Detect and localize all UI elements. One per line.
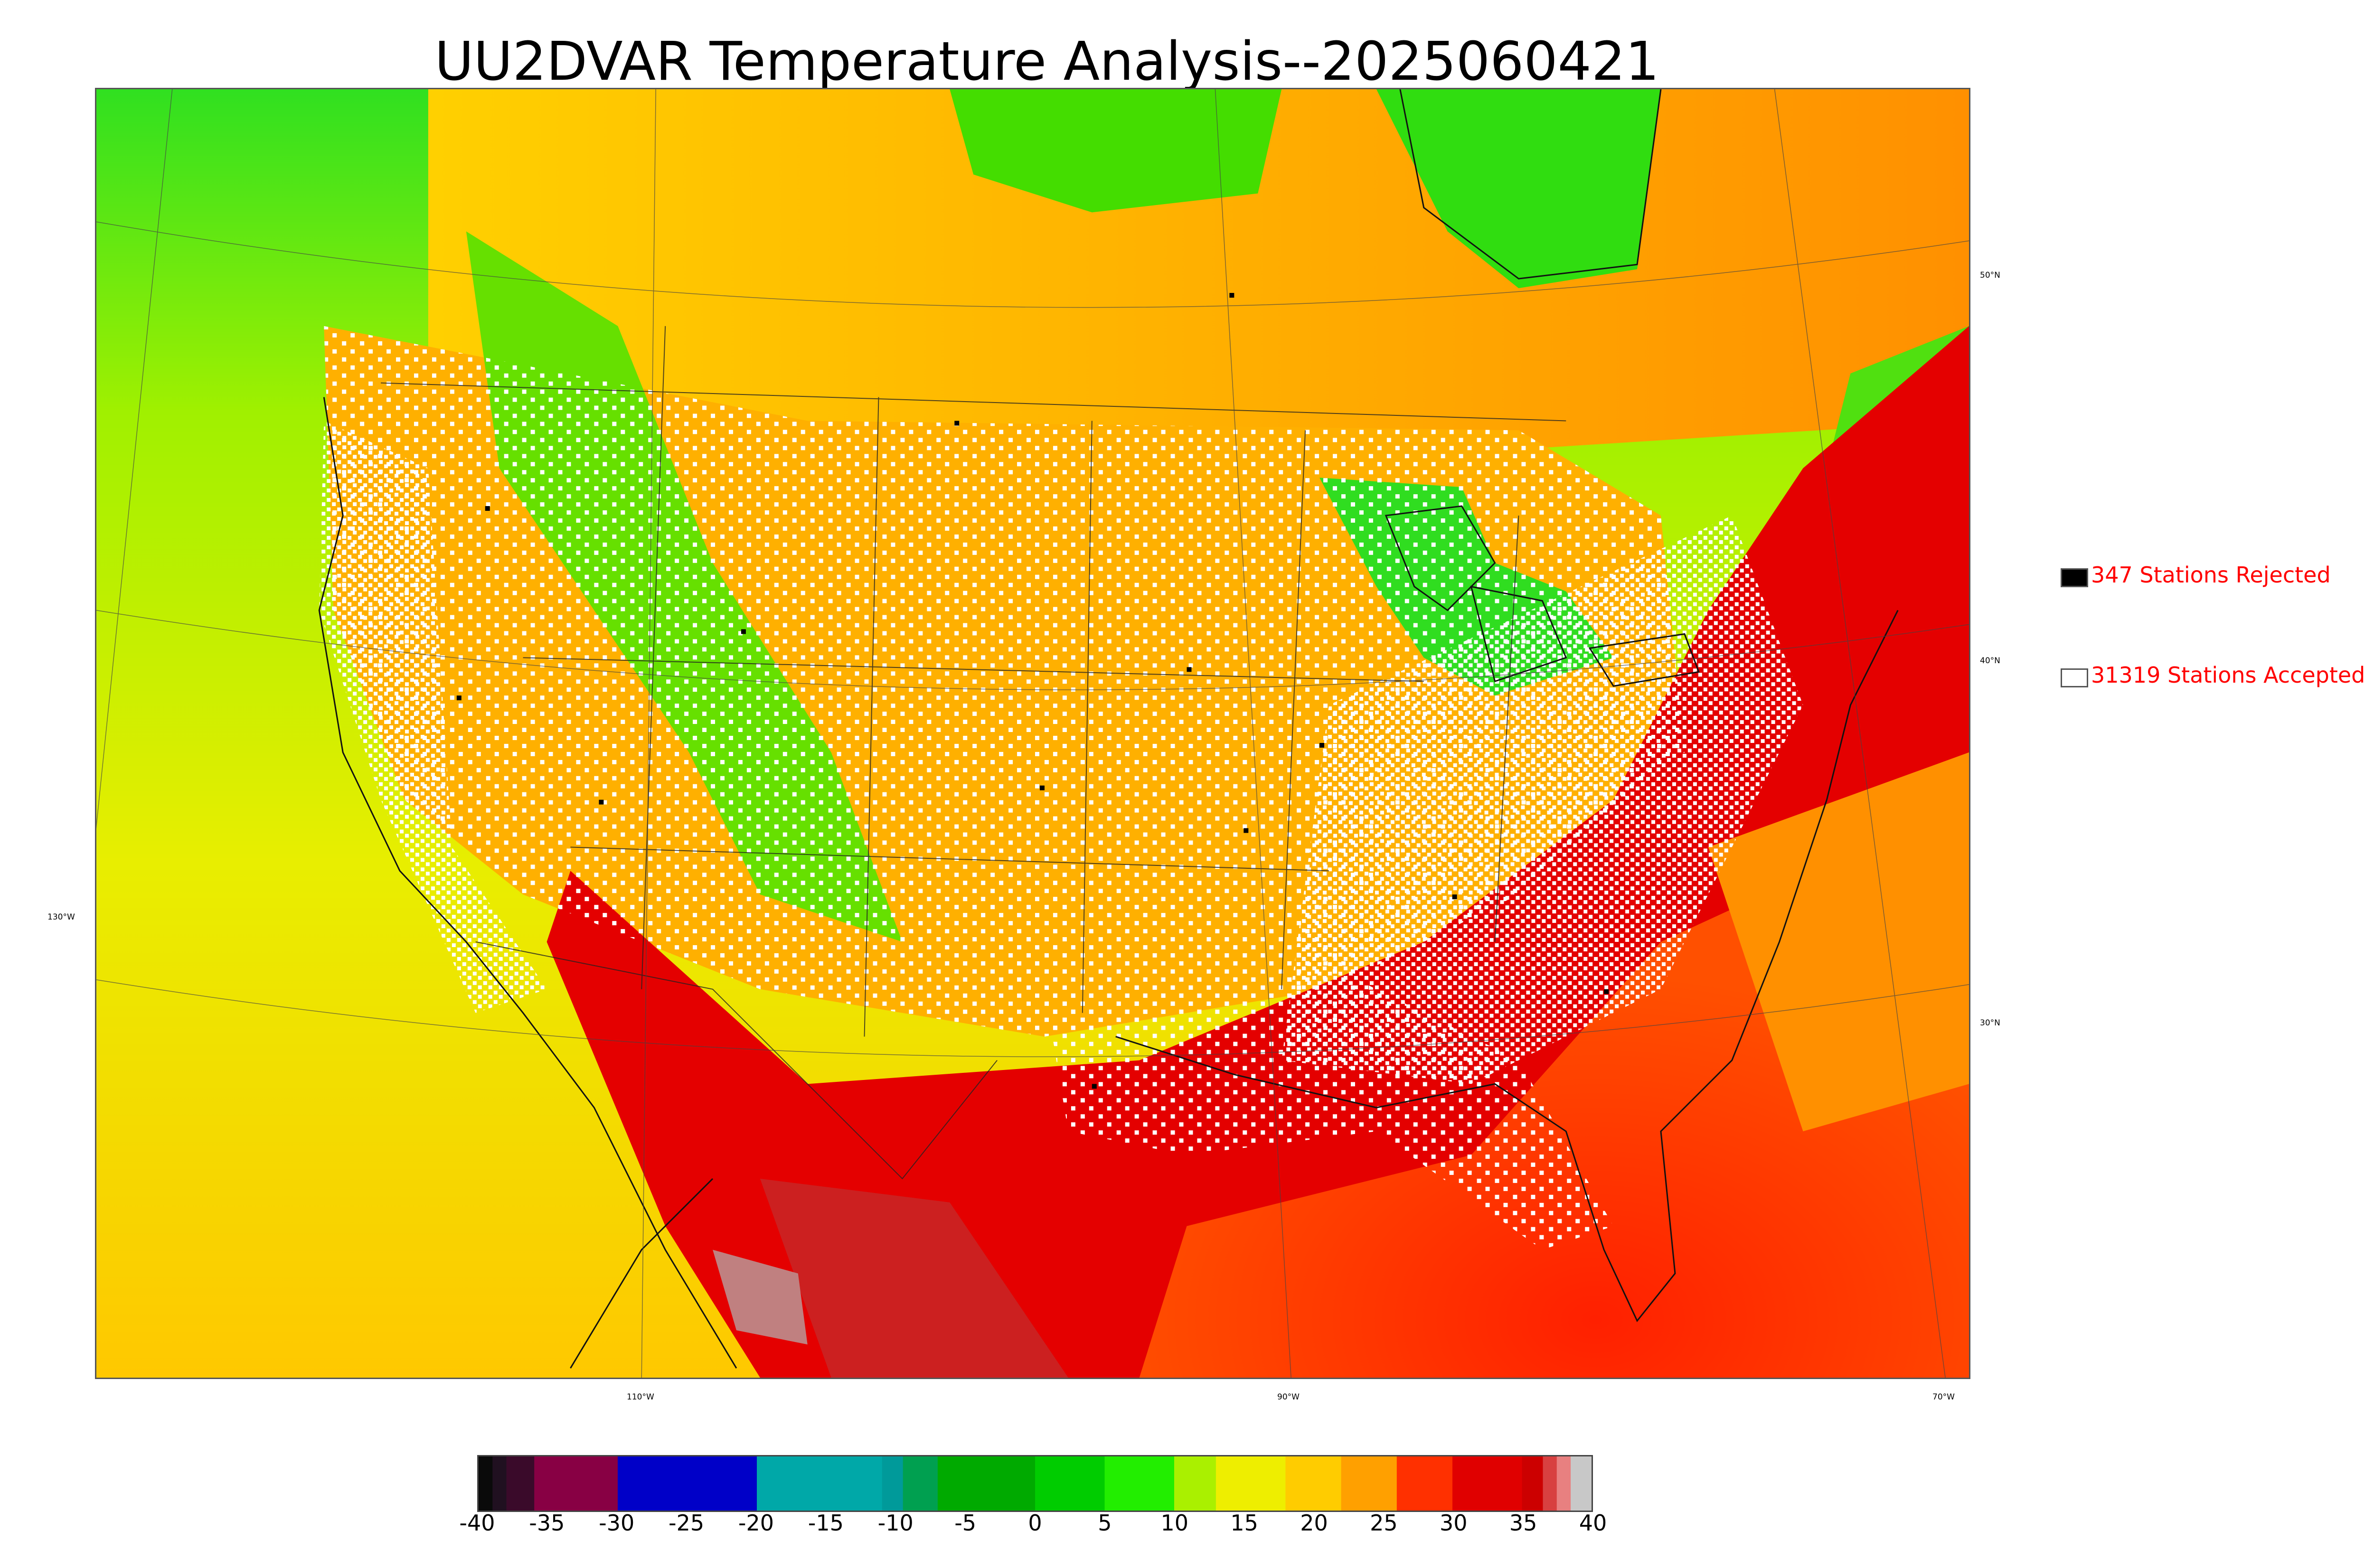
accepted-stations-east: [1281, 516, 1803, 1084]
colorbar-segment-7: [903, 1456, 938, 1511]
rejected-stations: [456, 293, 1609, 1089]
colorbar-tick-label: 15: [1230, 1510, 1258, 1536]
lon-label-130w: 130°W: [47, 912, 75, 922]
rejected-swatch: [2061, 568, 2088, 587]
colorbar-tick-label: 5: [1098, 1510, 1112, 1536]
mexico-plateau-field: [760, 1178, 1068, 1378]
colorbar-tick-label: 40: [1579, 1510, 1607, 1536]
hudson-bay-field: [1376, 89, 1661, 289]
political-borders: [381, 326, 1566, 1180]
great-lakes-outline: [1385, 505, 1700, 687]
lat-label-50n: 50°N: [1980, 271, 2000, 280]
lon-label-70w: 70°W: [1932, 1392, 1955, 1402]
highland-grey-field: [713, 1249, 808, 1345]
colorbar-tick-label: -15: [808, 1510, 844, 1536]
lon-label-110w: 110°W: [627, 1392, 654, 1402]
colorbar-segment-6: [882, 1456, 904, 1511]
north-green-field: [950, 89, 1282, 213]
colorbar-tick-label: -25: [669, 1510, 705, 1536]
colorbar-segment-4: [618, 1456, 757, 1511]
colorbar-segment-14: [1341, 1456, 1397, 1511]
gulf-atlantic-coastline: [1115, 610, 1899, 1323]
colorbar-tick-label: -20: [738, 1510, 774, 1536]
colorbar-tick-label: 30: [1439, 1510, 1468, 1536]
colorbar-segment-19: [1556, 1456, 1571, 1511]
map-title: UU2DVAR Temperature Analysis--2025060421: [434, 31, 1659, 93]
colorbar-tick-label: -40: [459, 1510, 495, 1536]
accepted-swatch: [2061, 668, 2088, 687]
accepted-label: 31319 Stations Accepted: [2091, 662, 2365, 688]
colorbar-segment-17: [1522, 1456, 1543, 1511]
lon-label-90w: 90°W: [1277, 1392, 1300, 1402]
colorbar-tick-label: -10: [877, 1510, 914, 1536]
graticule: [96, 89, 1969, 1378]
lat-label-30n: 30°N: [1980, 1018, 2000, 1028]
colorbar-tick-label: -30: [599, 1510, 635, 1536]
colorbar-tick-label: 25: [1370, 1510, 1398, 1536]
colorbar-tick-label: 35: [1509, 1510, 1537, 1536]
colorbar-segment-11: [1174, 1456, 1216, 1511]
colorbar-tick-label: -35: [529, 1510, 565, 1536]
colorbar-segment-10: [1104, 1456, 1175, 1511]
colorbar-segment-13: [1285, 1456, 1342, 1511]
lat-label-40n: 40°N: [1980, 656, 2000, 666]
map-canvas: [96, 89, 1969, 1378]
colorbar-tick-label: 10: [1160, 1510, 1189, 1536]
colorbar-segment-8: [937, 1456, 1036, 1511]
colorbar-segment-9: [1035, 1456, 1105, 1511]
temperature-map: [95, 88, 1970, 1379]
colorbar-segment-3: [534, 1456, 618, 1511]
colorbar-tick-label: 0: [1028, 1510, 1042, 1536]
colorbar-segment-20: [1571, 1456, 1592, 1511]
colorbar-canvas: [479, 1456, 1592, 1511]
accepted-stations-west-coast: [319, 421, 547, 1013]
colorbar-segment-15: [1396, 1456, 1453, 1511]
colorbar-segment-18: [1543, 1456, 1557, 1511]
colorbar-segment-1: [492, 1456, 507, 1511]
colorbar-segment-12: [1215, 1456, 1286, 1511]
pacific-coastline: [318, 397, 737, 1369]
baja-coastline: [570, 1178, 714, 1369]
colorbar-segment-2: [506, 1456, 535, 1511]
colorbar-segment-0: [479, 1456, 493, 1511]
accepted-stations-gulf-coast: [1044, 965, 1614, 1250]
rejected-label: 347 Stations Rejected: [2091, 562, 2331, 588]
colorbar-segment-16: [1452, 1456, 1522, 1511]
atlantic-warm-field: [1708, 752, 1969, 1132]
colorbar-tick-label: 20: [1300, 1510, 1328, 1536]
hudson-bay-outline: [1399, 89, 1662, 280]
temperature-colorbar: [477, 1455, 1593, 1512]
colorbar-segment-5: [757, 1456, 883, 1511]
colorbar-tick-label: -5: [954, 1510, 977, 1536]
